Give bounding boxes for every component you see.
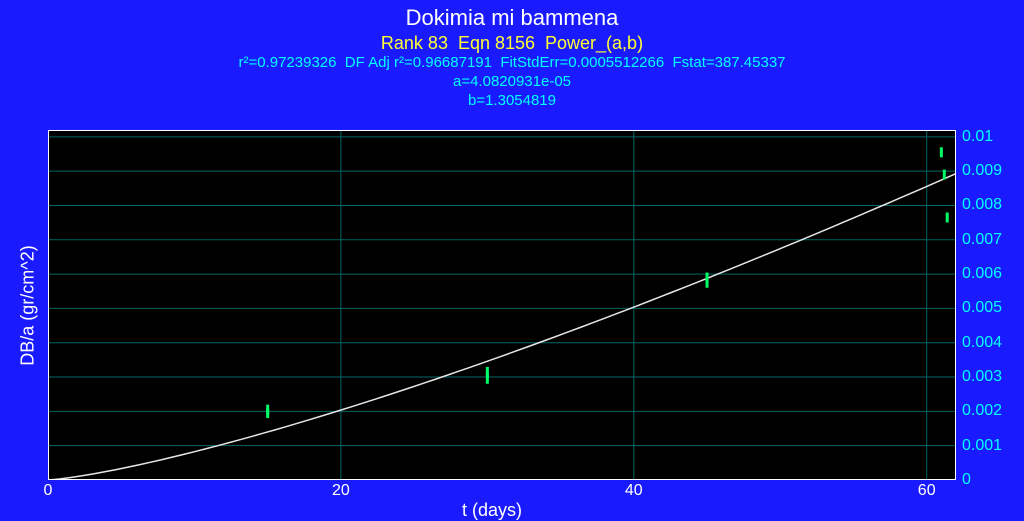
chart-title: Dokimia mi bammena xyxy=(0,4,1024,32)
x-tick-label: 40 xyxy=(619,482,649,500)
x-tick-label: 60 xyxy=(912,482,942,500)
y-tick-label: 0.003 xyxy=(962,368,1002,386)
y-tick-label: 0.001 xyxy=(962,437,1002,455)
stats-line: b=1.3054819 xyxy=(0,92,1024,111)
y-tick-label: 0.009 xyxy=(962,162,1002,180)
stats-line: a=4.0820931e-05 xyxy=(0,73,1024,92)
y-tick-label: 0.006 xyxy=(962,265,1002,283)
y-tick-label: 0.004 xyxy=(962,334,1002,352)
x-tick-label: 0 xyxy=(33,482,63,500)
plot-area xyxy=(48,130,956,480)
y-tick-label: 0.005 xyxy=(962,299,1002,317)
x-tick-label: 20 xyxy=(326,482,356,500)
y-tick-label: 0.007 xyxy=(962,231,1002,249)
chart-frame: Dokimia mi bammenaRank 83 Eqn 8156 Power… xyxy=(0,0,1024,521)
y-tick-label: 0 xyxy=(962,471,971,489)
chart-subtitle: Rank 83 Eqn 8156 Power_(a,b) xyxy=(0,32,1024,55)
y-tick-label: 0.008 xyxy=(962,196,1002,214)
header-block: Dokimia mi bammenaRank 83 Eqn 8156 Power… xyxy=(0,4,1024,110)
x-axis-label: t (days) xyxy=(462,500,522,521)
y-tick-label: 0.002 xyxy=(962,402,1002,420)
y-axis-label: DB/a (gr/cm^2) xyxy=(18,206,39,406)
y-tick-label: 0.01 xyxy=(962,128,993,146)
plot-svg xyxy=(48,130,956,480)
stats-line: r²=0.97239326 DF Adj r²=0.96687191 FitSt… xyxy=(0,54,1024,73)
